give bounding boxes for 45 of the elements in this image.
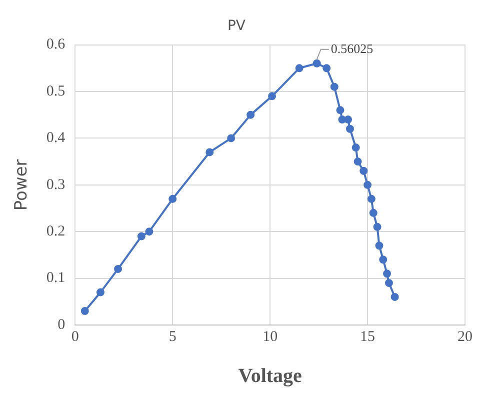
point [268,92,276,100]
point [390,292,399,301]
point [295,64,304,72]
point [364,180,372,189]
point [369,208,378,217]
point [312,59,321,68]
point [246,110,255,119]
y-tick-label: 0.1 [46,270,66,286]
point [114,264,122,273]
point [336,106,344,114]
point [346,124,354,133]
point [322,64,331,72]
point [373,222,382,231]
point [330,82,338,91]
point [168,194,177,203]
chart-title: PV [227,18,246,34]
point [344,116,352,124]
point [80,306,89,315]
point [352,144,360,152]
point [354,158,362,166]
y-axis-title: Power [12,159,32,211]
point [206,148,214,156]
point [227,134,236,142]
x-tick-label: 15 [360,328,376,345]
y-tick-label: 0.5 [46,83,66,100]
point [379,256,388,264]
point [375,242,384,250]
y-tick-label: 0.3 [46,176,66,193]
point [367,194,376,203]
x-axis-title: Voltage [238,365,302,388]
point [145,228,154,236]
point [96,288,104,296]
point [360,166,368,175]
point [137,232,146,240]
y-tick-label: 0.4 [46,130,66,146]
annotation: 0.56025 [330,40,374,56]
y-tick-label: 0.6 [46,36,66,53]
x-tick-label: 20 [458,328,472,345]
point [383,270,392,278]
x-tick-label: 5 [168,328,176,345]
point [384,278,393,287]
y-tick-label: 0 [58,316,66,333]
y-tick-label: 0.2 [46,224,66,240]
x-tick-label: 0 [71,328,79,345]
x-tick-label: 10 [262,328,278,345]
